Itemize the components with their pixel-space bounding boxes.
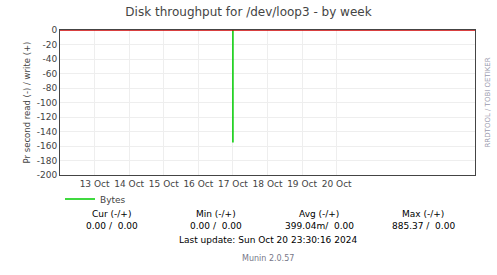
- svg-text:17 Oct: 17 Oct: [218, 179, 248, 189]
- svg-text:-120: -120: [37, 112, 58, 122]
- svg-text:15 Oct: 15 Oct: [149, 179, 179, 189]
- svg-text:-200: -200: [37, 170, 58, 180]
- svg-text:0.00 / 0.00: 0.00 / 0.00: [190, 221, 242, 231]
- svg-text:13 Oct: 13 Oct: [80, 179, 110, 189]
- svg-text:0.00 / 0.00: 0.00 / 0.00: [86, 221, 138, 231]
- svg-text:-60: -60: [42, 69, 57, 79]
- svg-text:Munin 2.0.57: Munin 2.0.57: [242, 254, 294, 263]
- svg-text:Avg (-/+): Avg (-/+): [299, 209, 339, 219]
- svg-text:Disk throughput for /dev/loop3: Disk throughput for /dev/loop3 - by week: [125, 5, 371, 19]
- svg-text:399.04m/ 0.00: 399.04m/ 0.00: [285, 221, 354, 231]
- svg-text:Cur (-/+): Cur (-/+): [92, 209, 131, 219]
- svg-text:-100: -100: [37, 98, 58, 108]
- svg-text:18 Oct: 18 Oct: [253, 179, 283, 189]
- svg-text:-20: -20: [42, 40, 57, 50]
- svg-text:Max (-/+): Max (-/+): [402, 209, 444, 219]
- svg-text:16 Oct: 16 Oct: [183, 179, 213, 189]
- svg-text:Pr second read (-) / write (+): Pr second read (-) / write (+): [22, 42, 32, 164]
- svg-text:Last update: Sun Oct 20 23:30:: Last update: Sun Oct 20 23:30:16 2024: [179, 235, 357, 245]
- svg-text:20 Oct: 20 Oct: [322, 179, 352, 189]
- svg-text:14 Oct: 14 Oct: [114, 179, 144, 189]
- svg-text:Min (-/+): Min (-/+): [196, 209, 236, 219]
- svg-text:-180: -180: [37, 156, 58, 166]
- svg-text:-40: -40: [42, 54, 57, 64]
- svg-text:Bytes: Bytes: [100, 195, 126, 205]
- svg-text:RRDTOOL / TOBI OETIKER: RRDTOOL / TOBI OETIKER: [484, 57, 492, 147]
- svg-text:0: 0: [51, 25, 57, 35]
- svg-text:19 Oct: 19 Oct: [287, 179, 317, 189]
- svg-text:885.37 / 0.00: 885.37 / 0.00: [392, 221, 455, 231]
- svg-text:-160: -160: [37, 141, 58, 151]
- svg-text:-140: -140: [37, 127, 58, 137]
- svg-text:-80: -80: [42, 83, 57, 93]
